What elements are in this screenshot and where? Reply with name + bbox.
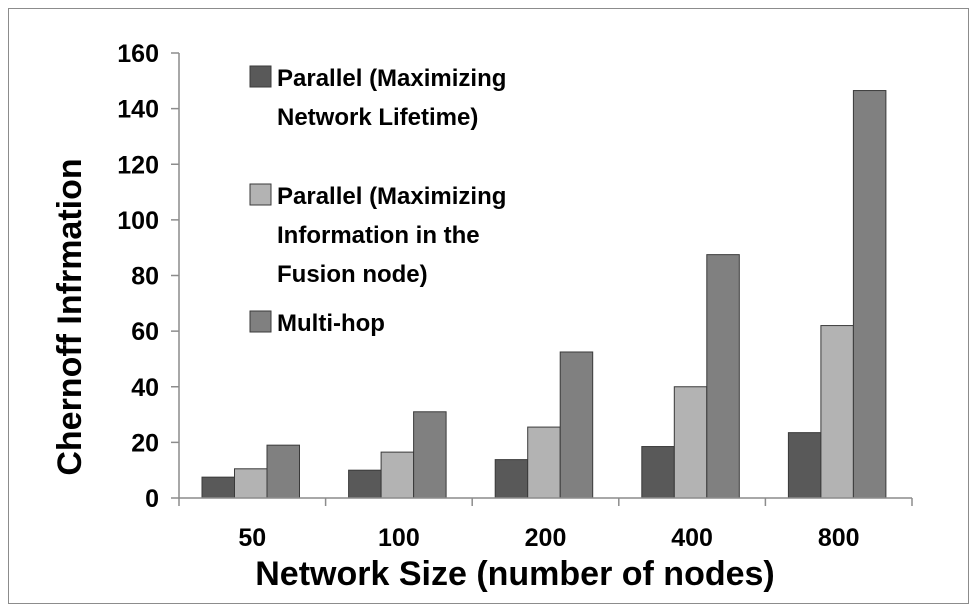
- bar-800-series-2: [820, 325, 854, 499]
- y-tick-label: 160: [117, 40, 159, 68]
- x-tick-label: 200: [525, 524, 567, 552]
- y-tick-label: 140: [117, 96, 159, 124]
- y-tick-label: 80: [131, 263, 159, 291]
- bar-400-series-3: [706, 254, 740, 499]
- legend-swatch-series-2: [249, 183, 272, 206]
- bar-100-series-2: [380, 451, 415, 499]
- legend-label-series-3: Multi-hop: [277, 310, 385, 337]
- legend-label-series-1: Parallel (Maximizing: [277, 65, 506, 92]
- bar-200-series-3: [559, 351, 594, 499]
- chart-frame: [8, 8, 969, 604]
- y-tick-label: 0: [145, 485, 159, 513]
- bar-50-series-1: [201, 476, 235, 499]
- legend-swatch-series-1: [249, 65, 272, 88]
- bar-100-series-3: [413, 411, 447, 499]
- legend-label-series-2: Parallel (Maximizing: [277, 183, 506, 210]
- bar-800-series-1: [787, 432, 822, 499]
- plot-area: 0 20 40 60 80 100 120 140 160 50 100 200 400 800: [117, 40, 913, 552]
- x-tick-label: 100: [378, 524, 420, 552]
- bar-800-series-3: [852, 90, 887, 499]
- legend: Parallel (Maximizing Network Lifetime) Par…: [249, 65, 506, 337]
- legend-label-series-2: Information in the: [277, 222, 480, 249]
- x-tick-label: 400: [671, 524, 713, 552]
- y-tick-label: 100: [117, 207, 159, 235]
- bar-100-series-1: [348, 469, 382, 499]
- bar-200-series-1: [494, 459, 529, 499]
- bar-50-series-3: [266, 444, 300, 499]
- legend-label-series-2: Fusion node): [277, 261, 428, 288]
- bar-50-series-2: [234, 468, 268, 499]
- y-tick-label: 120: [117, 151, 159, 179]
- bar-400-series-2: [673, 386, 708, 499]
- bar-400-series-1: [641, 446, 675, 499]
- y-tick-label: 60: [131, 318, 159, 346]
- x-tick-label: 50: [238, 524, 266, 552]
- legend-swatch-series-3: [249, 310, 272, 333]
- legend-label-series-1: Network Lifetime): [277, 104, 478, 131]
- x-tick-label: 800: [818, 524, 860, 552]
- y-tick-label: 40: [131, 374, 159, 402]
- bar-200-series-2: [527, 426, 561, 499]
- y-tick-label: 20: [131, 429, 159, 457]
- x-axis-title: Network Size (number of nodes): [255, 555, 775, 593]
- y-axis-title: Chernoff Infrmation: [51, 158, 89, 475]
